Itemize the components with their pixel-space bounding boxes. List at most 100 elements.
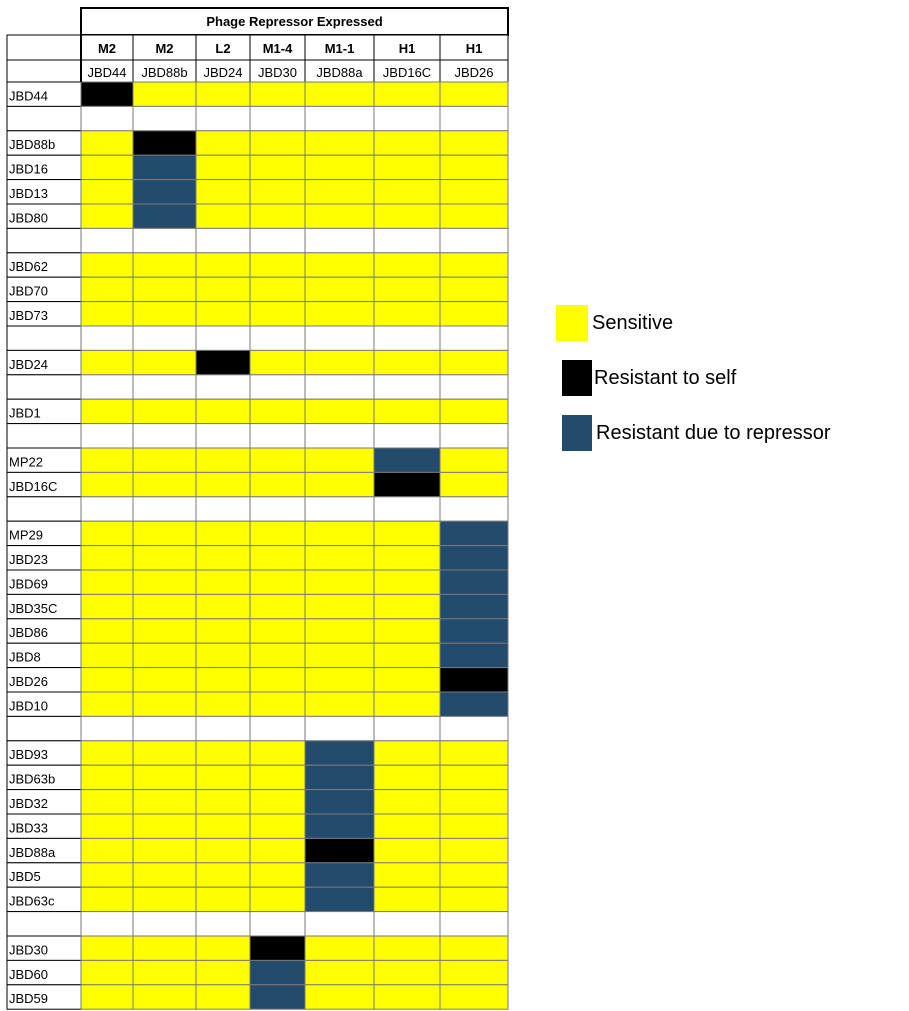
heatmap-cell (80, 423, 134, 449)
heatmap-cell (373, 301, 441, 327)
heatmap-cell (195, 862, 251, 888)
heatmap-cell (373, 105, 441, 132)
heatmap-cell (304, 252, 375, 278)
heatmap-cell (304, 886, 375, 913)
heatmap-cell (304, 837, 375, 864)
heatmap-cell (439, 813, 509, 839)
heatmap-cell (249, 423, 306, 449)
heatmap-cell (195, 935, 251, 961)
heatmap-cell (195, 959, 251, 986)
heatmap-cell (439, 715, 509, 742)
heatmap-cell (80, 667, 134, 693)
heatmap-cell (132, 496, 197, 522)
row-label: JBD59 (9, 991, 48, 1006)
row-label: JBD80 (9, 210, 48, 225)
row-label: MP29 (9, 528, 43, 543)
heatmap-cell (249, 398, 306, 425)
heatmap-cell (80, 691, 134, 717)
row-label: JBD30 (9, 942, 48, 957)
heatmap-cell (373, 862, 441, 888)
heatmap-cell (373, 569, 441, 595)
heatmap-cell (304, 789, 375, 815)
heatmap-cell (439, 667, 509, 693)
heatmap-cell (373, 935, 441, 961)
heatmap-cell (195, 593, 251, 620)
row-label: JBD5 (9, 869, 41, 884)
heatmap-cell (439, 935, 509, 961)
heatmap-cell (80, 813, 134, 839)
heatmap-cell (80, 154, 134, 181)
heatmap-cell (249, 911, 306, 937)
heatmap-cell (304, 642, 375, 669)
heatmap-cell (439, 105, 509, 132)
heatmap-cell (439, 862, 509, 888)
heatmap-cell (132, 911, 197, 937)
row-label: JBD16 (9, 162, 48, 177)
heatmap-cell (249, 740, 306, 766)
heatmap-cell (132, 593, 197, 620)
row-label: JBD26 (9, 674, 48, 689)
heatmap-cell (304, 593, 375, 620)
heatmap-cell (439, 374, 509, 400)
heatmap-cell (439, 398, 509, 425)
heatmap-cell (80, 593, 134, 620)
heatmap-cell (132, 642, 197, 669)
cluster-label: M2 (155, 41, 173, 56)
heatmap-cell (249, 618, 306, 644)
row-label-cell (6, 618, 82, 644)
row-label-cell (6, 959, 82, 986)
heatmap-cell (80, 179, 134, 205)
heatmap-cell (132, 520, 197, 547)
row-label: JBD10 (9, 698, 48, 713)
legend-label-sensitive: Sensitive (592, 311, 674, 334)
heatmap-cell (304, 545, 375, 571)
heatmap-cell (195, 349, 251, 376)
heatmap-cell (132, 105, 197, 132)
heatmap-cell (132, 349, 197, 376)
heatmap-cell (80, 764, 134, 791)
heatmap-cell (373, 837, 441, 864)
heatmap-cell (80, 447, 134, 473)
heatmap-cell (373, 325, 441, 351)
heatmap-cell (195, 227, 251, 254)
legend-label-resistant-repressor: Resistant due to repressor (596, 421, 831, 444)
heatmap-cell (304, 618, 375, 644)
heatmap-cell (249, 569, 306, 595)
heatmap-cell (249, 179, 306, 205)
heatmap-cell (249, 447, 306, 473)
heatmap-cell (439, 276, 509, 303)
heatmap-cell (249, 227, 306, 254)
heatmap-cell (195, 691, 251, 717)
heatmap-cell (249, 545, 306, 571)
heatmap-cell (132, 740, 197, 766)
heatmap-cell (439, 130, 509, 156)
heatmap-cell (80, 105, 134, 132)
heatmap-cell (249, 959, 306, 986)
heatmap-cell (304, 764, 375, 791)
heatmap-cell (132, 276, 197, 303)
row-label-cell (6, 545, 82, 571)
heatmap-cell (132, 179, 197, 205)
heatmap-cell (373, 496, 441, 522)
row-label: JBD60 (9, 967, 48, 982)
heatmap-cell (373, 374, 441, 400)
heatmap-cell (195, 398, 251, 425)
row-label-cell (6, 203, 82, 229)
heatmap-cell (132, 935, 197, 961)
heatmap-cell (195, 130, 251, 156)
heatmap-cell (195, 642, 251, 669)
row-label: JBD33 (9, 820, 48, 835)
column-label: JBD88b (141, 65, 187, 80)
legend-item-resistant-self: Resistant to self (562, 360, 736, 396)
row-label-cell (6, 691, 82, 717)
heatmap-cell (373, 667, 441, 693)
heatmap-cell (195, 276, 251, 303)
cluster-label: H1 (399, 41, 416, 56)
heatmap-cell (132, 862, 197, 888)
heatmap-cell (304, 740, 375, 766)
row-label: JBD44 (9, 88, 48, 103)
heatmap-cell (195, 179, 251, 205)
heatmap-cell (195, 81, 251, 107)
row-label: JBD63b (9, 772, 55, 787)
heatmap-cell (439, 740, 509, 766)
